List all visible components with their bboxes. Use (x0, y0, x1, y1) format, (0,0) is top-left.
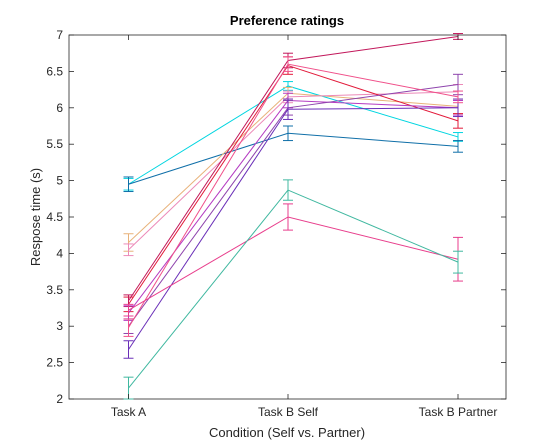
error-bar (123, 243, 134, 257)
chart-title: Preference ratings (230, 13, 344, 28)
y-tick-label: 6.5 (46, 64, 63, 78)
error-bar (283, 125, 293, 142)
error-bar (123, 176, 134, 193)
y-tick-label: 4.5 (46, 210, 63, 224)
error-bar (283, 56, 293, 72)
error-bar (453, 250, 463, 274)
series-9 (123, 98, 463, 359)
error-bar (123, 340, 134, 359)
series-10 (123, 56, 463, 337)
y-axis-ticks: 2 2.5 3 3.5 4 4.5 5 5.5 6 6.5 7 (46, 28, 506, 406)
y-tick-label: 7 (56, 28, 63, 42)
y-axis-label: Respose time (s) (28, 168, 43, 266)
error-bar (283, 203, 293, 231)
y-tick-label: 6 (56, 101, 63, 115)
x-tick-label: Task B Partner (419, 405, 498, 419)
series-2 (123, 125, 463, 193)
series-12 (123, 179, 463, 400)
y-tick-label: 2 (56, 392, 63, 406)
x-axis-ticks: Task A Task B Self Task B Partner (111, 35, 498, 419)
x-tick-label: Task B Self (258, 405, 319, 419)
error-bar (283, 98, 293, 120)
y-tick-label: 4 (56, 246, 63, 260)
x-tick-label: Task A (111, 405, 146, 419)
error-bar (123, 318, 134, 337)
error-bar (283, 179, 293, 201)
error-bar (453, 90, 463, 104)
error-bar (123, 303, 134, 317)
series-layer (123, 33, 463, 400)
y-tick-label: 3.5 (46, 283, 63, 297)
y-tick-label: 5.5 (46, 137, 63, 151)
x-axis-label: Condition (Self vs. Partner) (209, 425, 365, 440)
error-bar (453, 140, 463, 153)
y-tick-label: 2.5 (46, 356, 63, 370)
y-tick-label: 3 (56, 319, 63, 333)
y-tick-label: 5 (56, 174, 63, 188)
